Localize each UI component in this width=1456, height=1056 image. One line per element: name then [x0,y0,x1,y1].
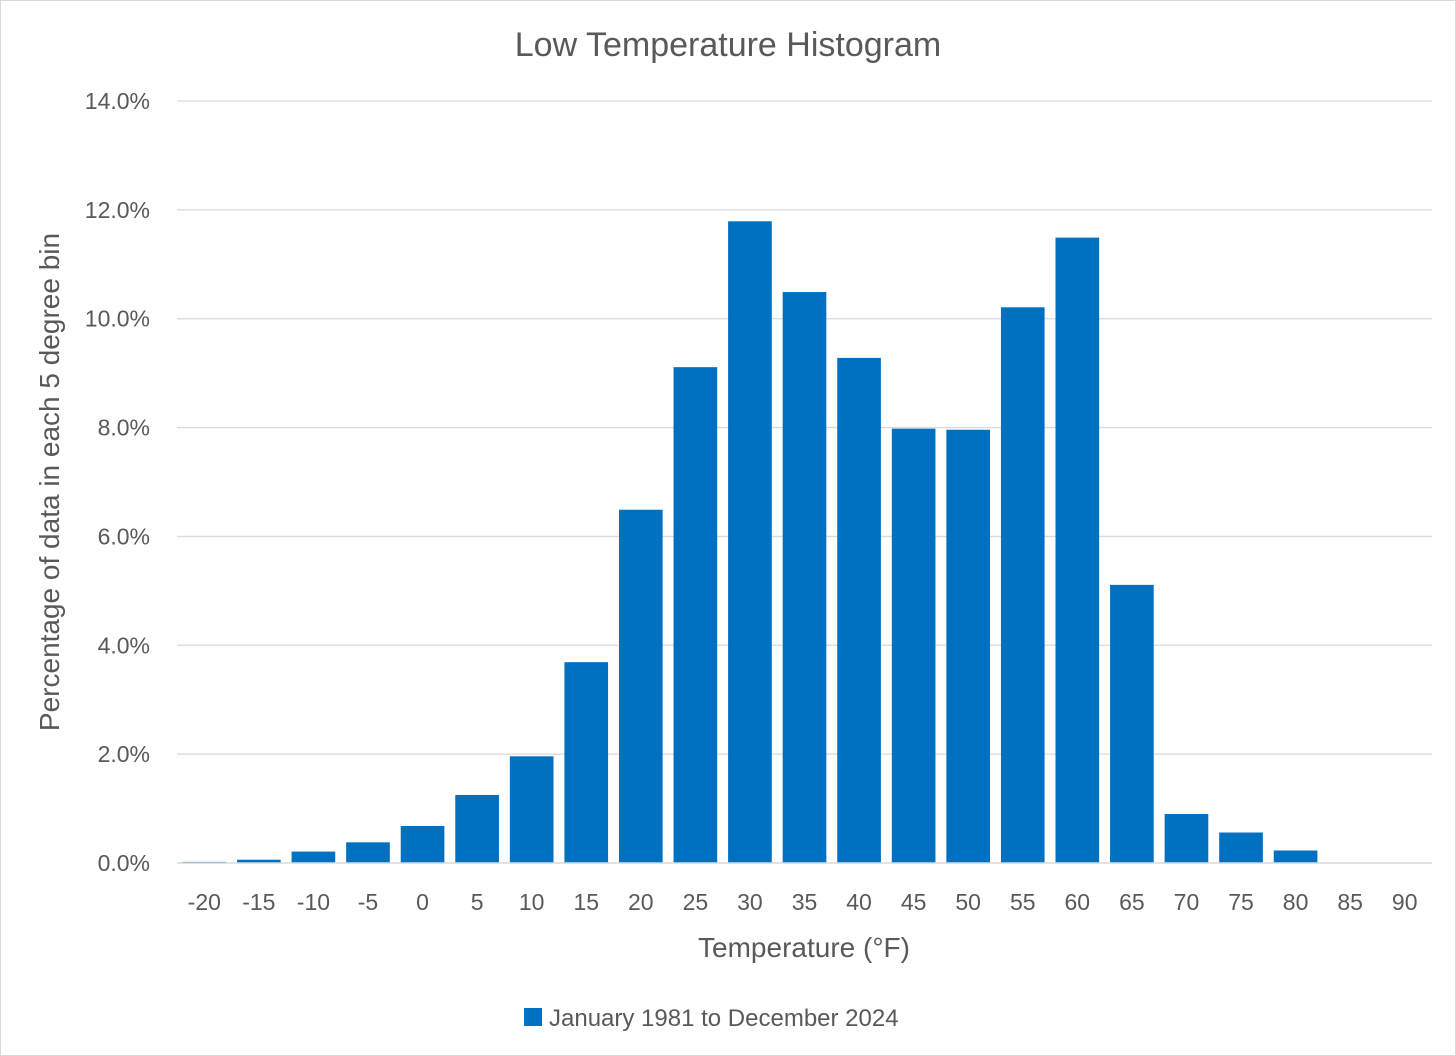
x-tick-label: 70 [1174,889,1200,915]
x-tick-label: 20 [628,889,654,915]
bar-20 [618,509,663,863]
bar-65 [1110,584,1154,863]
y-tick-label: 6.0% [98,523,150,549]
y-tick-label: 12.0% [85,197,150,223]
x-tick-label: -10 [297,889,330,915]
bar-30 [728,221,772,864]
x-tick-label: 65 [1119,889,1145,915]
x-tick-label: 60 [1065,889,1091,915]
x-tick-label: -20 [188,889,221,915]
x-tick-label: 45 [901,889,927,915]
x-tick-label: 10 [519,889,545,915]
x-tick-label: -5 [358,889,378,915]
x-tick-label: 40 [846,889,872,915]
bars [182,221,1318,864]
x-tick-label: 5 [471,889,484,915]
x-tick-label: 50 [955,889,981,915]
bar-45 [891,428,936,863]
y-tick-label: 0.0% [98,850,150,876]
legend-label: January 1981 to December 2024 [549,1005,899,1032]
x-tick-label: 75 [1228,889,1254,915]
bar-15 [564,662,609,863]
bar-60 [1055,237,1100,863]
x-axis-tick-labels: -20 -15 -10 -5 0 5 10 15 20 25 30 35 40 45 50 55 60 65 70 7… [188,889,1418,915]
bar-0 [400,825,445,863]
bar-35 [782,292,827,863]
bar-80 [1273,850,1318,863]
bar-55 [1000,307,1045,863]
x-tick-label: 80 [1283,889,1309,915]
bar--10 [291,851,336,863]
legend-swatch [524,1008,542,1026]
y-tick-label: 8.0% [98,415,150,441]
bar-25 [673,367,718,863]
y-tick-label: 14.0% [85,88,150,114]
bar--5 [346,842,390,863]
x-tick-label: 55 [1010,889,1036,915]
y-tick-label: 10.0% [85,306,150,332]
bar-10 [509,756,554,863]
y-tick-label: 4.0% [98,632,150,658]
bar--15 [237,859,281,863]
bar-50 [946,429,991,863]
x-tick-label: -15 [242,889,275,915]
legend: January 1981 to December 2024 [524,1005,899,1032]
x-tick-label: 35 [792,889,818,915]
y-axis-title: Percentage of data in each 5 degree bin [34,233,65,731]
bar-70 [1164,814,1209,863]
bar-75 [1219,832,1263,863]
x-tick-label: 0 [416,889,429,915]
chart-title: Low Temperature Histogram [515,26,941,64]
x-tick-label: 25 [683,889,709,915]
y-axis-tick-labels: 0.0% 2.0% 4.0% 6.0% 8.0% 10.0% 12.0% 14.0% [85,88,150,876]
x-tick-label: 15 [573,889,599,915]
bar-40 [837,357,881,863]
x-tick-label: 30 [737,889,763,915]
x-axis-title: Temperature (°F) [698,932,910,963]
x-tick-label: 90 [1392,889,1418,915]
bar-5 [455,794,499,863]
x-tick-label: 85 [1337,889,1363,915]
y-tick-label: 2.0% [98,741,150,767]
